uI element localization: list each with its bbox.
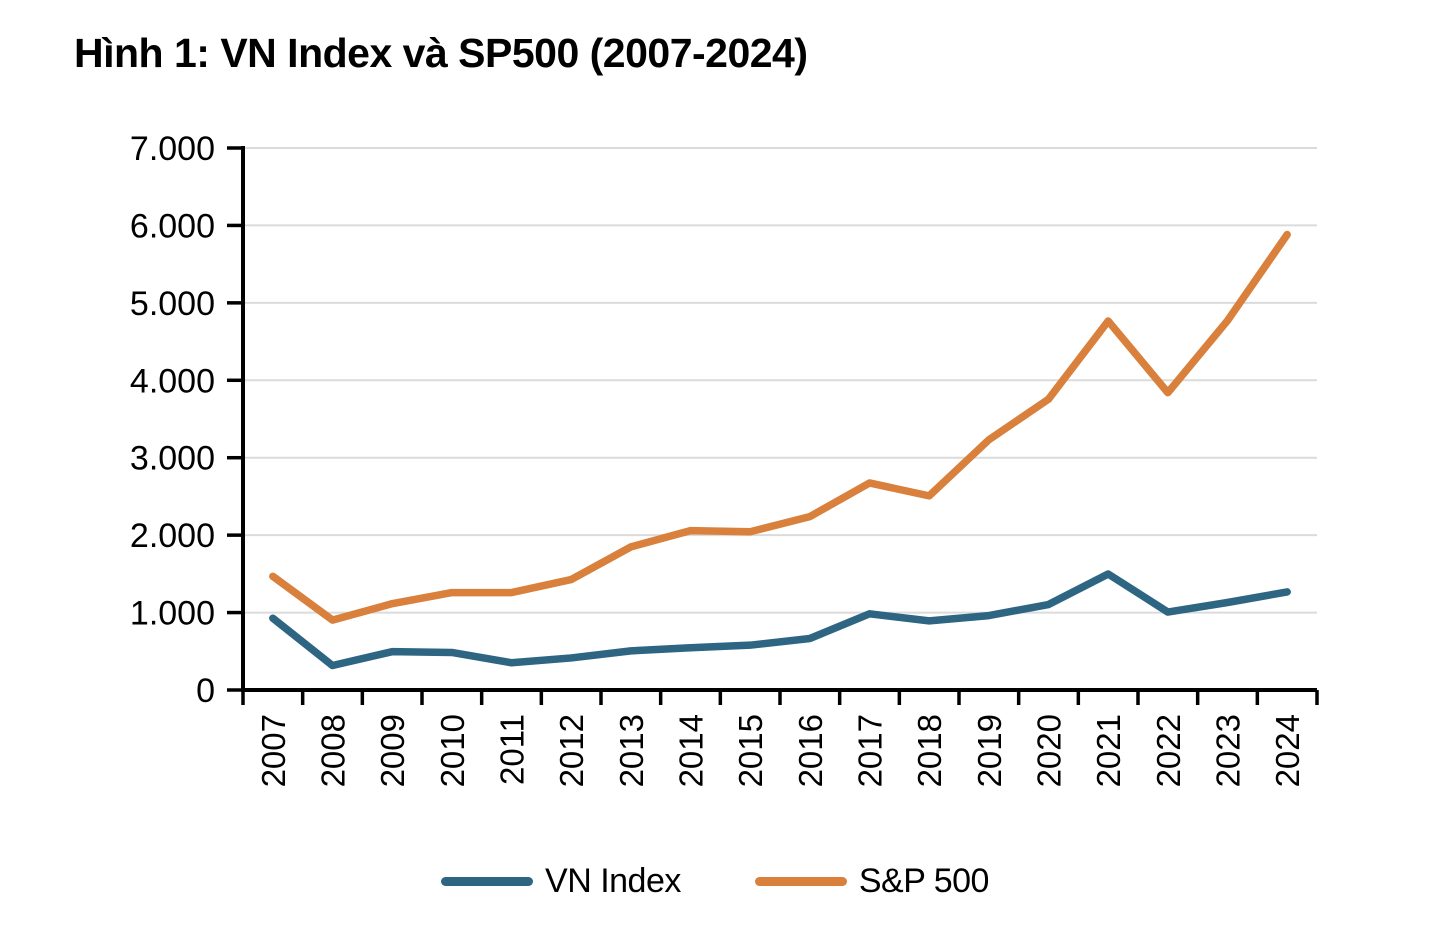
x-tick-label: 2023 [1210, 714, 1247, 787]
y-tick-label: 1.000 [130, 595, 215, 633]
figure-title: Hình 1: VN Index và SP500 (2007-2024) [74, 30, 808, 76]
x-tick-label: 2015 [732, 714, 769, 787]
x-tick-label: 2024 [1269, 714, 1306, 787]
legend-item-vn-index: VN Index [441, 862, 681, 901]
x-tick-label: 2019 [971, 714, 1008, 787]
legend-label-vn-index: VN Index [545, 862, 681, 900]
sp500-line-swatch [754, 877, 847, 886]
x-tick-label: 2007 [255, 714, 292, 787]
series-line-s-p-500 [269, 230, 1291, 624]
y-tick-label: 7.000 [130, 130, 215, 168]
y-tick-label: 5.000 [130, 285, 215, 323]
x-tick-label: 2017 [852, 714, 889, 787]
series-line-vn-index [269, 570, 1291, 670]
line-chart: 0 1.000 2.000 3.000 4.000 5.000 6.000 7.000 2007… [130, 130, 1319, 787]
x-tick-label: 2013 [613, 714, 650, 787]
y-tick-label: 2.000 [130, 517, 215, 555]
x-tick-label: 2008 [315, 714, 352, 787]
y-tick-label: 4.000 [130, 362, 215, 400]
y-tick-label: 0 [196, 672, 215, 710]
x-tick-label: 2011 [494, 714, 531, 785]
x-tick-label: 2014 [673, 714, 710, 787]
x-tick-label: 2010 [434, 714, 471, 787]
x-tick-label: 2009 [374, 714, 411, 787]
x-tick-label: 2012 [553, 714, 590, 787]
x-tick-label: 2021 [1090, 714, 1127, 787]
legend-label-sp500: S&P 500 [858, 862, 990, 900]
x-tick-label: 2020 [1031, 714, 1068, 787]
vn-index-line-swatch [441, 877, 534, 886]
chart-legend: VN Index S&P 500 [0, 862, 1430, 901]
x-tick-label: 2018 [911, 714, 948, 787]
legend-item-sp500: S&P 500 [754, 862, 990, 901]
y-tick-label: 6.000 [130, 207, 215, 245]
x-tick-label: 2022 [1150, 714, 1187, 787]
x-tick-label: 2016 [792, 714, 829, 787]
y-tick-label: 3.000 [130, 440, 215, 478]
